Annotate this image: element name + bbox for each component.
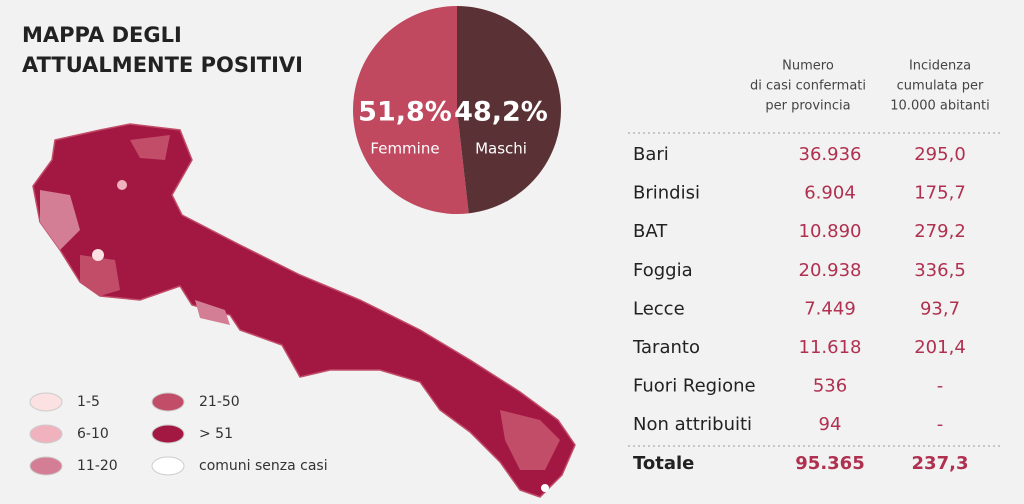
table-cell: BAT [633, 221, 668, 242]
table-header: Numero [782, 59, 834, 74]
map-area [117, 180, 127, 190]
map-area [500, 410, 560, 470]
table-cell: 279,2 [914, 221, 966, 242]
pie-slice [457, 6, 561, 214]
legend-swatch [151, 392, 185, 412]
pie-category-label: Femmine [370, 140, 439, 158]
table-cell: - [937, 414, 944, 435]
table-header: Incidenza [909, 59, 971, 74]
pie-category-label: Maschi [475, 140, 527, 158]
table-header: cumulata per [897, 79, 984, 94]
map-area [80, 255, 120, 296]
pie-value-label: 51,8% [358, 97, 452, 128]
map-area [92, 249, 104, 261]
table-cell: 11.618 [799, 337, 862, 358]
table-cell: 6.904 [804, 183, 856, 204]
table-cell: 201,4 [914, 337, 966, 358]
table-cell: Bari [633, 144, 669, 165]
table-cell: Non attribuiti [633, 414, 752, 435]
legend-label: 1-5 [77, 394, 100, 410]
table-cell: Taranto [632, 337, 700, 358]
table-total: Totale [633, 453, 694, 474]
table-cell: 93,7 [920, 298, 960, 319]
table-cell: 336,5 [914, 260, 966, 281]
region-map [32, 123, 576, 498]
table-cell: 175,7 [914, 183, 966, 204]
title: MAPPA DEGLI [22, 23, 182, 47]
table-header: per provincia [765, 99, 850, 114]
table-total: 95.365 [795, 453, 864, 474]
table-header: di casi confermati [750, 79, 866, 94]
map-area [541, 484, 549, 492]
table-cell: 536 [813, 376, 847, 397]
pie-value-label: 48,2% [454, 97, 548, 128]
legend-swatch [29, 456, 63, 476]
map-area [195, 300, 230, 325]
table-cell: Brindisi [633, 183, 700, 204]
table-cell: Lecce [633, 298, 685, 319]
table-header: 10.000 abitanti [890, 99, 989, 114]
map-area [40, 190, 80, 250]
map-area [130, 135, 170, 160]
legend-label: 11-20 [77, 458, 118, 474]
legend-swatch [29, 424, 63, 444]
table-cell: 94 [819, 414, 842, 435]
map [32, 123, 576, 498]
table-cell: 20.938 [799, 260, 862, 281]
table-total: 237,3 [912, 453, 969, 474]
legend-label: 21-50 [199, 394, 240, 410]
table-cell: 7.449 [804, 298, 856, 319]
legend-swatch [29, 392, 63, 412]
table-cell: 36.936 [799, 144, 862, 165]
legend-swatch [151, 456, 185, 476]
legend-swatch [151, 424, 185, 444]
legend-label: comuni senza casi [199, 458, 328, 474]
table-cell: Fuori Regione [633, 376, 756, 397]
table-cell: 295,0 [914, 144, 966, 165]
title: ATTUALMENTE POSITIVI [22, 53, 303, 77]
table-cell: 10.890 [799, 221, 862, 242]
legend-label: 6-10 [77, 426, 109, 442]
legend-label: > 51 [199, 426, 233, 442]
table-cell: Foggia [633, 260, 693, 281]
table-cell: - [937, 376, 944, 397]
pie-slice [352, 6, 469, 214]
